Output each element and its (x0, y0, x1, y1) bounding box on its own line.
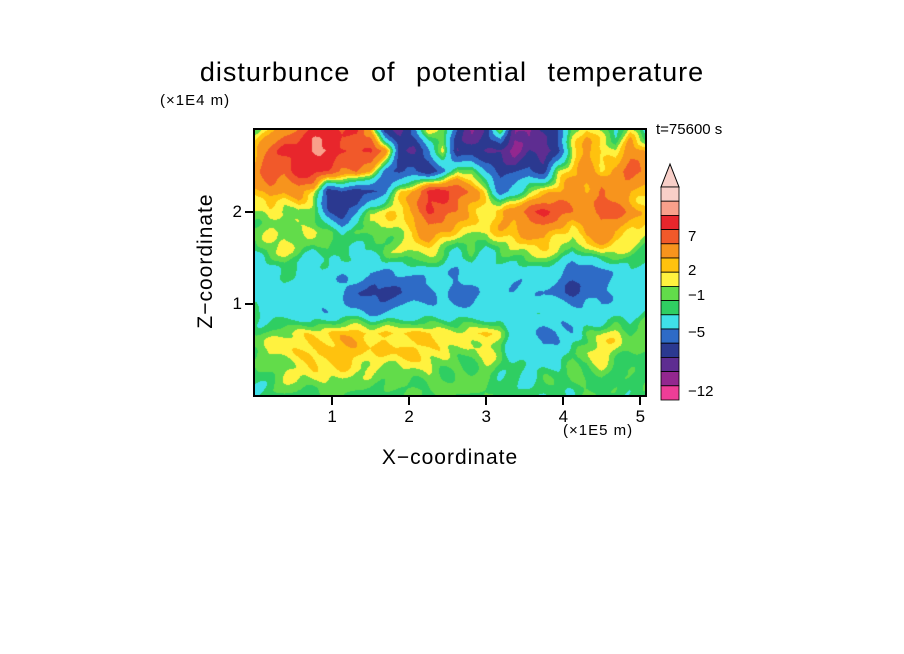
colorbar-band (660, 371, 680, 387)
colorbar-band (660, 229, 680, 245)
y-axis-label: Z−coordinate (194, 193, 217, 329)
colorbar-label: 2 (688, 261, 697, 279)
colorbar-band (660, 385, 680, 401)
colorbar-arrow-tip (660, 162, 680, 188)
colorbar (660, 162, 680, 401)
y-tick-label: 2 (232, 202, 242, 222)
x-tick-mark (485, 397, 488, 405)
x-axis-unit-label: (×1E5 m) (563, 422, 634, 439)
y-axis-unit-label: (×1E4 m) (160, 92, 231, 109)
contour-canvas (255, 130, 645, 395)
x-axis-label: X−coordinate (381, 446, 519, 469)
x-tick-mark (562, 397, 565, 405)
colorbar-band (660, 215, 680, 231)
x-tick-label: 2 (404, 407, 414, 426)
colorbar-band (660, 186, 680, 202)
colorbar-label: −1 (688, 287, 706, 305)
colorbar-band (660, 342, 680, 358)
colorbar-label: 7 (688, 228, 697, 246)
y-tick-label: 1 (232, 293, 242, 313)
x-tick-label: 1 (327, 407, 337, 426)
colorbar-band (660, 257, 680, 273)
x-tick-label: 5 (635, 407, 646, 426)
colorbar-band (660, 328, 680, 344)
x-tick-label: 3 (481, 407, 491, 426)
colorbar-band (660, 300, 680, 316)
colorbar-band (660, 356, 680, 372)
plot-frame (253, 128, 647, 397)
time-label: t=75600 s (656, 121, 723, 138)
colorbar-label: −5 (688, 323, 706, 341)
colorbar-band (660, 286, 680, 302)
y-tick-mark (245, 302, 253, 305)
x-tick-label: 4 (558, 407, 569, 426)
chart-title: disturbunce of potential temperature (199, 57, 705, 87)
x-tick-mark (639, 397, 642, 405)
colorbar-band (660, 314, 680, 330)
colorbar-band (660, 271, 680, 287)
x-tick-mark (331, 397, 334, 405)
colorbar-band (660, 243, 680, 259)
colorbar-label: −12 (688, 382, 714, 400)
y-tick-mark (245, 211, 253, 214)
x-tick-mark (408, 397, 411, 405)
colorbar-band (660, 200, 680, 216)
